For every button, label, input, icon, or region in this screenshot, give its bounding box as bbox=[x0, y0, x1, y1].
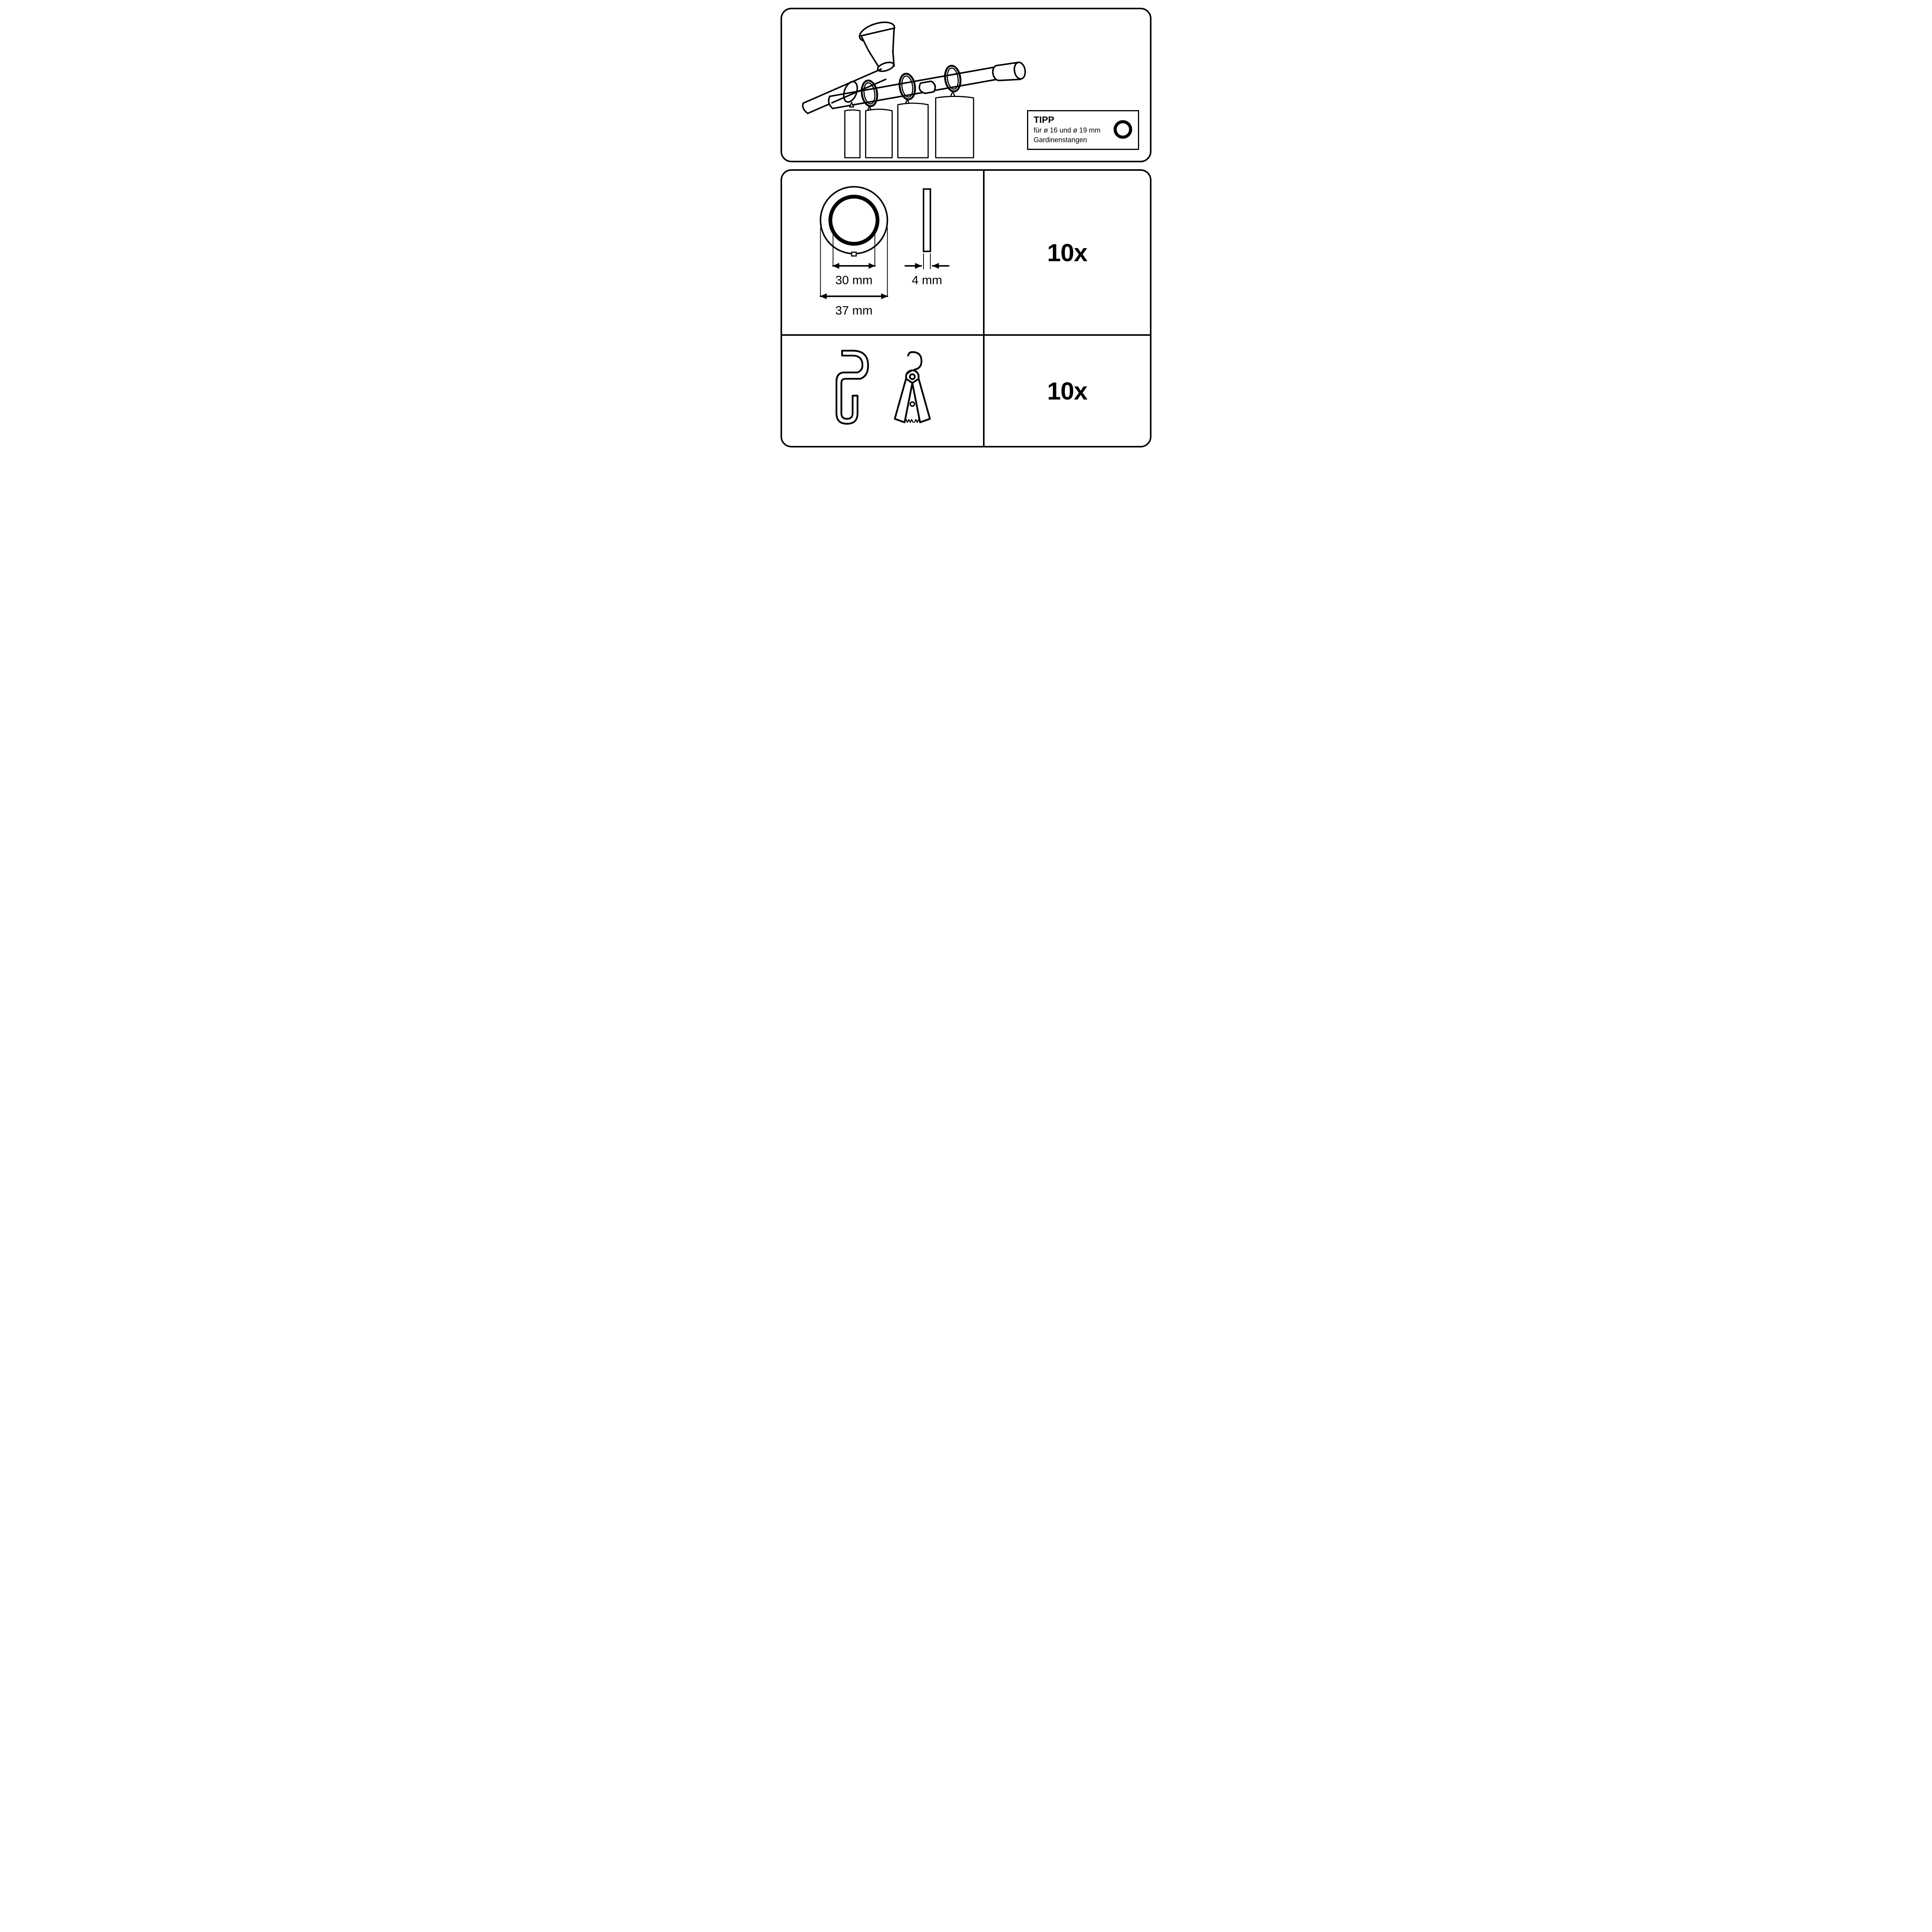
ring-dimension-diagram: 30 mm 37 mm 4 mm bbox=[782, 171, 983, 334]
hooks-cell bbox=[782, 336, 985, 446]
ring-icon bbox=[1113, 120, 1133, 139]
hooks-quantity-cell: 10x bbox=[985, 336, 1150, 446]
ring-quantity: 10x bbox=[1047, 238, 1087, 267]
tip-line1: für ø 16 und ø 19 mm bbox=[1034, 126, 1108, 135]
inner-diameter-label: 30 mm bbox=[835, 273, 872, 287]
usage-illustration-panel: TIPP für ø 16 und ø 19 mm Gardinenstange… bbox=[781, 8, 1151, 162]
outer-diameter-label: 37 mm bbox=[835, 303, 872, 317]
tip-box: TIPP für ø 16 und ø 19 mm Gardinenstange… bbox=[1027, 110, 1139, 150]
thickness-label: 4 mm bbox=[912, 273, 942, 287]
tip-title: TIPP bbox=[1034, 115, 1108, 125]
hook-and-clip-illustration bbox=[812, 345, 953, 436]
hooks-quantity: 10x bbox=[1047, 377, 1087, 405]
parts-panel: 30 mm 37 mm 4 mm 10x bbox=[781, 169, 1151, 447]
ring-quantity-cell: 10x bbox=[985, 171, 1150, 336]
tip-line2: Gardinenstangen bbox=[1034, 136, 1108, 145]
ring-dimensions-cell: 30 mm 37 mm 4 mm bbox=[782, 171, 985, 336]
